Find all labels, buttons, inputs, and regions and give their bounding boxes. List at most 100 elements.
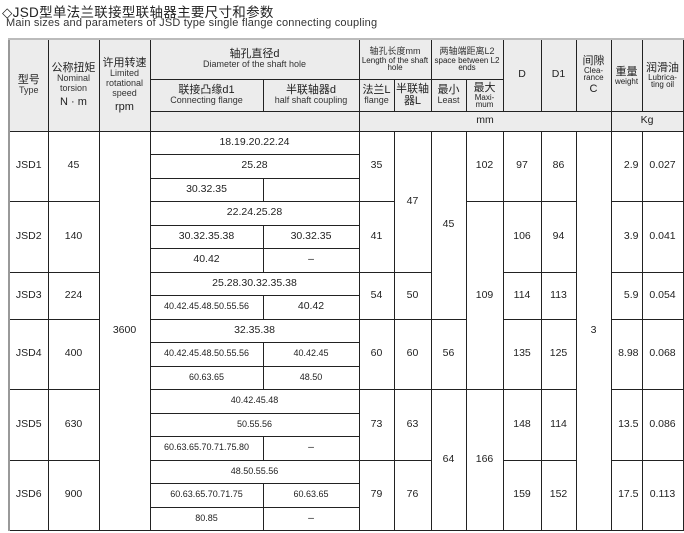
header-weight: 重量 weight xyxy=(610,38,643,112)
L2-max-cell: 109 xyxy=(465,201,504,390)
bore-cell: 25.28.30.32.35.38 xyxy=(149,271,360,296)
oil-cell: 0.027 xyxy=(641,130,684,202)
d-cell xyxy=(262,177,360,202)
header-L2: 两轴端距离L2 space between L2 ends xyxy=(430,38,504,80)
type-cell: JSD2 xyxy=(8,201,49,273)
D-cell: 159 xyxy=(502,459,542,531)
L-flange-cell: 54 xyxy=(358,271,395,320)
L-half-cell: 76 xyxy=(393,459,432,531)
torque-cell: 224 xyxy=(47,271,100,320)
table-row: 40.42– xyxy=(9,248,683,273)
header-oil: 润滑油 Lubrica-ting oil xyxy=(641,38,684,112)
bore-cell: 22.24.25.28 xyxy=(149,201,360,226)
table-row: 40.42.45.48.50.55.56 40.42 xyxy=(9,295,683,320)
table-row: JSD4 400 32.35.38 60 60 56 135 125 8.98 … xyxy=(8,318,684,390)
header-L2-max: 最大 Maxi-mum xyxy=(465,78,504,112)
table-row: JSD2 140 22.24.25.28 41 109 106 94 3.9 0… xyxy=(8,201,684,390)
table-row: 25.28 xyxy=(9,154,683,179)
type-cell: JSD5 xyxy=(8,389,49,461)
weight-cell: 5.9 xyxy=(610,271,643,320)
unit-mm: mm xyxy=(358,110,612,132)
header-type: 型号 Type xyxy=(8,38,49,132)
torque-cell: 900 xyxy=(47,459,100,531)
bore-cell: 48.50.55.56 xyxy=(149,459,360,484)
oil-cell: 0.041 xyxy=(641,201,684,273)
d-cell: 30.32.35 xyxy=(262,224,360,249)
L2-min-cell: 56 xyxy=(430,318,467,390)
weight-cell: 8.98 xyxy=(610,318,643,390)
D1-cell: 86 xyxy=(540,130,577,202)
header-blank xyxy=(149,110,360,132)
type-cell: JSD4 xyxy=(8,318,49,390)
unit-kg: Kg xyxy=(610,110,684,132)
D1-cell: 114 xyxy=(540,389,577,461)
table-row: 40.42.45.48.50.55.56 40.42.45 xyxy=(9,342,683,367)
D1-cell: 152 xyxy=(540,459,577,531)
L-half-cell: 63 xyxy=(393,389,432,461)
table-row: 30.32.35 xyxy=(9,177,683,202)
table-row: 30.32.35.38 30.32.35 xyxy=(9,224,683,249)
table-row: JSD1 45 3600 18.19.20.22.24 35 47 45 102… xyxy=(8,130,684,531)
d1-cell: 30.32.35.38 xyxy=(149,224,264,249)
header-d1: 联接凸缘d1 Connecting flange xyxy=(149,78,264,112)
D-cell: 106 xyxy=(502,201,542,273)
L-flange-cell: 79 xyxy=(358,459,395,531)
type-cell: JSD6 xyxy=(8,459,49,531)
bore-cell: 18.19.20.22.24 xyxy=(149,130,360,155)
header-shaft-diameter: 轴孔直径d Diameter of the shaft hole xyxy=(149,38,360,80)
table-row: 50.55.56 xyxy=(9,412,683,437)
header-L2-min: 最小 Least xyxy=(430,78,467,112)
table-body: JSD1 45 3600 18.19.20.22.24 35 47 45 102… xyxy=(8,130,684,531)
torque-cell: 45 xyxy=(47,130,100,202)
table-row: JSD3 224 25.28.30.32.35.38 54 50 114 113… xyxy=(8,271,684,320)
header-D1: D1 xyxy=(540,38,577,112)
D1-cell: 113 xyxy=(540,271,577,320)
type-cell: JSD1 xyxy=(8,130,49,202)
weight-cell: 2.9 xyxy=(610,130,643,202)
torque-cell: 630 xyxy=(47,389,100,461)
header-L-half: 半联轴器L xyxy=(393,78,432,112)
D-cell: 135 xyxy=(502,318,542,390)
L-half-cell: 47 xyxy=(393,130,432,273)
weight-cell: 13.5 xyxy=(610,389,643,461)
D1-cell: 125 xyxy=(540,318,577,390)
page-title: ◇JSD型单法兰联接型联轴器主要尺寸和参数 xyxy=(2,5,274,20)
header-D: D xyxy=(502,38,542,112)
header-shaft-length: 轴孔长度mm Length of the shaft hole xyxy=(358,38,432,80)
oil-cell: 0.113 xyxy=(641,459,684,531)
L-flange-cell: 41 xyxy=(358,201,395,273)
weight-cell: 17.5 xyxy=(610,459,643,531)
d1-cell: 40.42 xyxy=(149,248,264,273)
d-cell: – xyxy=(262,506,360,531)
bore-cell: 25.28 xyxy=(149,154,360,179)
L-half-cell: 50 xyxy=(393,271,432,320)
weight-cell: 3.9 xyxy=(610,201,643,273)
D-cell: 97 xyxy=(502,130,542,202)
oil-cell: 0.054 xyxy=(641,271,684,320)
d-cell: – xyxy=(262,248,360,273)
coupling-spec-table: 型号 Type 公称扭矩 Nominal torsion N · m 许用转速 Limi… xyxy=(8,38,684,531)
header-torque: 公称扭矩 Nominal torsion N · m xyxy=(47,38,100,132)
table-row: JSD6 900 48.50.55.56 79 76 159 152 17.5 … xyxy=(8,459,684,531)
table-row: 60.63.65.70.71.75.80– xyxy=(9,436,683,461)
speed-cell: 3600 xyxy=(98,130,151,531)
torque-cell: 400 xyxy=(47,318,100,390)
L-flange-cell: 60 xyxy=(358,318,395,390)
d-cell: 40.42.45 xyxy=(262,342,360,367)
L2-max-cell: 102 xyxy=(465,130,504,202)
d1-cell: 80.85 xyxy=(149,506,264,531)
d-cell: 60.63.65 xyxy=(262,483,360,508)
L2-max-cell: 166 xyxy=(465,389,504,531)
d1-cell: 40.42.45.48.50.55.56 xyxy=(149,342,264,367)
d1-cell: 60.63.65.70.71.75 xyxy=(149,483,264,508)
L-flange-cell: 73 xyxy=(358,389,395,461)
L-half-cell: 60 xyxy=(393,318,432,390)
d1-cell: 30.32.35 xyxy=(149,177,264,202)
table-row: 60.63.65.70.71.75 60.63.65 xyxy=(9,483,683,508)
D1-cell: 94 xyxy=(540,201,577,273)
L2-min-cell: 45 xyxy=(430,130,467,320)
header-d: 半联轴器d half shaft coupling xyxy=(262,78,360,112)
D-cell: 148 xyxy=(502,389,542,461)
d1-cell: 60.63.65.70.71.75.80 xyxy=(149,436,264,461)
header-L-flange: 法兰L flange xyxy=(358,78,395,112)
